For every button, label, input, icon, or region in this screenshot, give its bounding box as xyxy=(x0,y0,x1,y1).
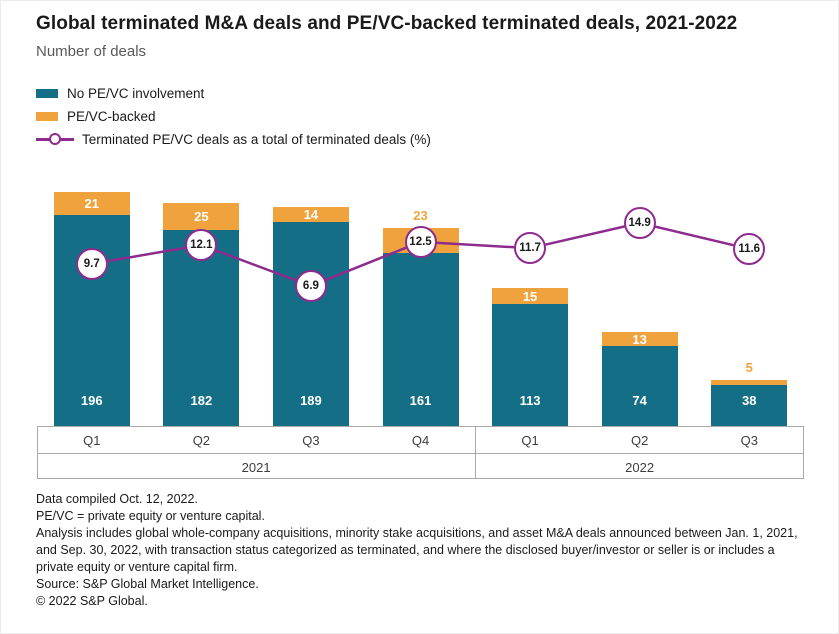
plot-area: 196 21 182 25 189 14 161 23 113 15 74 13 38 5 9.7 12.1 6… xyxy=(37,176,804,426)
bar-value-pevc: 14 xyxy=(303,207,319,223)
pct-marker: 11.6 xyxy=(733,232,766,265)
bar-segment-pevc xyxy=(601,332,678,347)
bar-value-pevc: 25 xyxy=(194,208,209,224)
quarter-label: Q4 xyxy=(411,432,430,448)
bar-segment-pevc xyxy=(711,379,788,386)
quarter-row: Q1 Q2 Q3 Q4 Q1 Q2 Q3 xyxy=(37,427,804,453)
legend-label-pevc-backed: PE/VC-backed xyxy=(67,109,156,124)
bar-value-pevc: 5 xyxy=(745,359,753,375)
bar-value-pevc: 15 xyxy=(522,288,538,304)
line-marker-icon xyxy=(36,132,74,147)
legend: No PE/VC involvement PE/VC-backed Termin… xyxy=(36,86,431,155)
legend-label-no-pevc: No PE/VC involvement xyxy=(67,86,205,101)
footnote-line: PE/VC = private equity or venture capita… xyxy=(36,509,265,523)
year-label: 2022 xyxy=(625,459,655,475)
bar-value-pevc: 21 xyxy=(84,195,100,211)
footnote-line: Data compiled Oct. 12, 2022. xyxy=(36,492,198,506)
bar-value-no-pevc: 113 xyxy=(519,393,541,408)
bar-segment-pevc xyxy=(492,288,569,305)
line-marker-circle xyxy=(49,133,61,145)
bar-segment-pevc xyxy=(272,207,349,223)
axis-divider-right xyxy=(803,427,804,479)
pct-marker: 12.1 xyxy=(185,229,218,261)
bar-segment-pevc xyxy=(53,192,130,215)
orange-swatch-icon xyxy=(36,112,58,121)
quarter-label: Q2 xyxy=(631,432,649,448)
pct-marker: 9.7 xyxy=(75,247,108,280)
bar-segment-no-pevc xyxy=(601,346,678,426)
axis-divider-mid xyxy=(475,427,477,479)
footnote-line: Source: S&P Global Market Intelligence. xyxy=(36,577,259,591)
chart-subtitle: Number of deals xyxy=(36,43,147,60)
bar-value-no-pevc: 182 xyxy=(190,393,213,408)
legend-item-no-pevc: No PE/VC involvement xyxy=(36,86,431,101)
bar-segment-no-pevc xyxy=(711,385,788,426)
quarter-label: Q3 xyxy=(740,432,758,448)
chart-title: Global terminated M&A deals and PE/VC-ba… xyxy=(36,13,738,34)
bar-value-pevc: 23 xyxy=(413,207,428,223)
bar-value-no-pevc: 196 xyxy=(80,393,103,408)
axis-divider-left xyxy=(37,427,38,479)
bar-value-no-pevc: 161 xyxy=(409,393,432,408)
year-label: 2021 xyxy=(241,459,271,475)
quarter-label: Q2 xyxy=(192,432,211,448)
axis-midline xyxy=(37,453,804,454)
quarter-label: Q1 xyxy=(83,432,101,448)
bar-value-no-pevc: 38 xyxy=(741,393,757,408)
teal-swatch-icon xyxy=(36,89,58,98)
bar-value-pevc: 13 xyxy=(632,331,647,347)
pct-marker: 11.7 xyxy=(514,232,547,265)
pct-marker: 14.9 xyxy=(623,206,656,239)
pct-marker: 6.9 xyxy=(294,269,327,302)
legend-label-pct-line: Terminated PE/VC deals as a total of ter… xyxy=(82,132,431,147)
legend-item-pevc-backed: PE/VC-backed xyxy=(36,109,431,124)
x-axis: Q1 Q2 Q3 Q4 Q1 Q2 Q3 2021 2022 xyxy=(37,426,804,479)
bar-value-no-pevc: 74 xyxy=(632,393,647,408)
legend-item-pct-line: Terminated PE/VC deals as a total of ter… xyxy=(36,132,431,147)
footnote-line: © 2022 S&P Global. xyxy=(36,594,148,608)
footnote-line: Analysis includes global whole-company a… xyxy=(36,526,798,574)
bar-segment-no-pevc xyxy=(492,304,569,426)
footnotes: Data compiled Oct. 12, 2022. PE/VC = priv… xyxy=(36,491,814,610)
quarter-label: Q1 xyxy=(521,432,539,448)
quarter-label: Q3 xyxy=(302,432,320,448)
pct-marker: 12.5 xyxy=(404,225,437,258)
bar-value-no-pevc: 189 xyxy=(300,393,322,408)
